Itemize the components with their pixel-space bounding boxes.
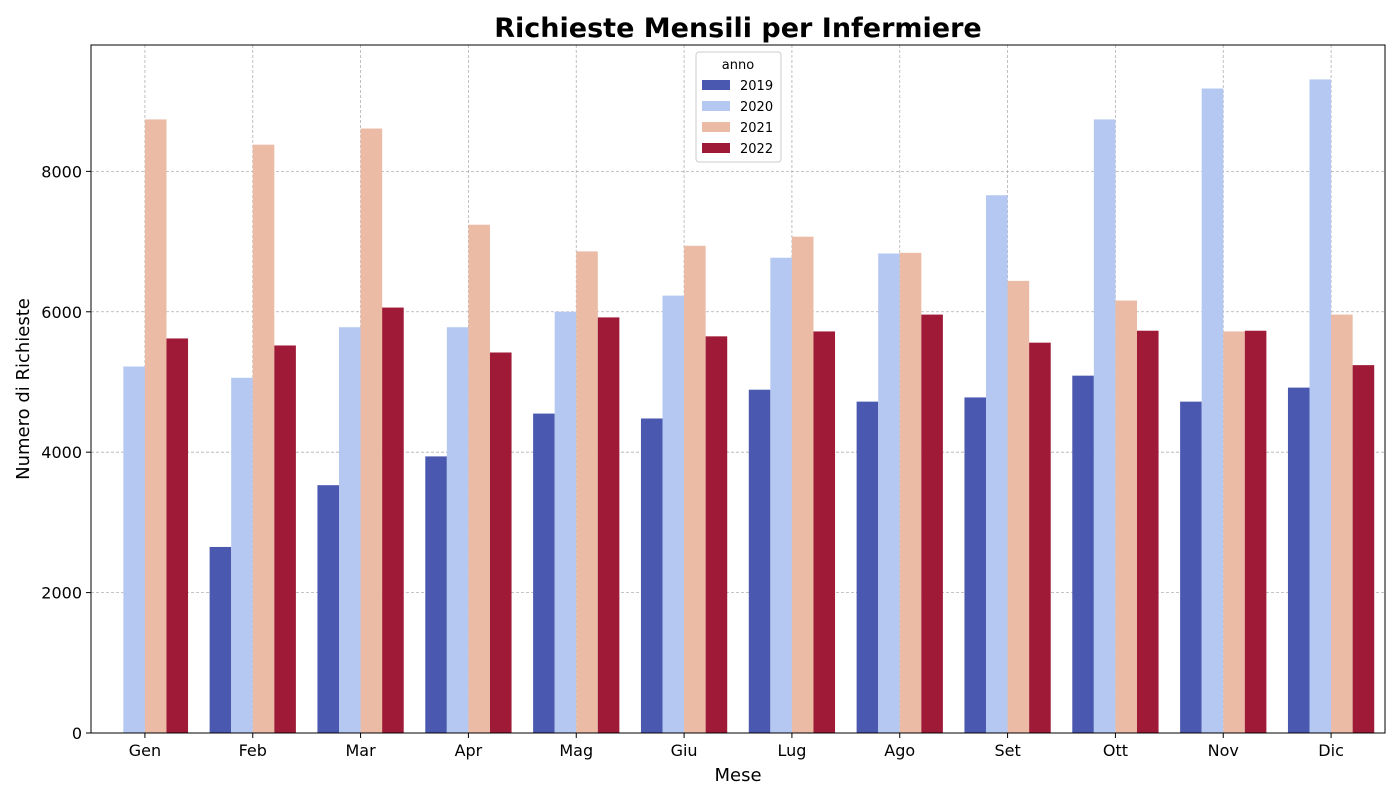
bar-2022-feb bbox=[274, 345, 296, 733]
legend-label-2019: 2019 bbox=[740, 79, 773, 94]
y-tick-label: 8000 bbox=[41, 162, 82, 181]
x-tick-label-ago: Ago bbox=[884, 741, 915, 760]
bar-2022-mar bbox=[382, 307, 404, 733]
bar-2022-ago bbox=[921, 314, 943, 733]
x-tick-label-gen: Gen bbox=[129, 741, 161, 760]
bar-2021-gen bbox=[144, 119, 167, 734]
legend: anno 2019 2020 2021 2022 bbox=[695, 51, 782, 163]
x-tick-label-nov: Nov bbox=[1208, 741, 1239, 760]
bar-2021-apr bbox=[468, 224, 490, 733]
bar-2020-ago bbox=[878, 253, 900, 734]
y-tick-label: 2000 bbox=[41, 584, 82, 603]
bar-2019-ott bbox=[1072, 375, 1094, 733]
bars bbox=[123, 79, 1375, 734]
bar-2020-dic bbox=[1309, 79, 1332, 733]
bar-2020-mag bbox=[554, 311, 577, 733]
bar-2022-dic bbox=[1352, 365, 1375, 733]
bar-2020-apr bbox=[446, 327, 469, 733]
bar-2022-nov bbox=[1244, 330, 1267, 733]
bar-2020-ott bbox=[1093, 119, 1116, 734]
bar-2019-lug bbox=[748, 389, 771, 733]
bar-2019-feb bbox=[209, 546, 232, 733]
x-tick-label-dic: Dic bbox=[1318, 741, 1344, 760]
chart-title: Richieste Mensili per Infermiere bbox=[494, 13, 982, 44]
bar-2020-lug bbox=[770, 257, 792, 733]
bar-2020-gen bbox=[123, 366, 145, 733]
y-tick-label: 0 bbox=[72, 724, 82, 743]
bar-2019-set bbox=[964, 397, 987, 733]
bar-2020-nov bbox=[1201, 88, 1224, 733]
x-tick-label-set: Set bbox=[994, 741, 1020, 760]
bar-2020-mar bbox=[339, 327, 361, 733]
bar-2022-gen bbox=[166, 338, 189, 733]
bar-2022-lug bbox=[813, 331, 836, 733]
legend-label-2020: 2020 bbox=[740, 100, 773, 115]
bar-2021-ott bbox=[1115, 300, 1137, 733]
bar-2019-mag bbox=[533, 413, 555, 733]
y-axis-label: Numero di Richieste bbox=[13, 298, 34, 480]
bar-2019-mar bbox=[317, 485, 340, 733]
x-tick-label-apr: Apr bbox=[455, 741, 483, 760]
bar-2019-ago bbox=[856, 401, 879, 733]
legend-swatch-2021 bbox=[702, 122, 730, 132]
bar-2021-giu bbox=[684, 245, 706, 733]
bar-2019-dic bbox=[1287, 387, 1310, 733]
x-axis-label: Mese bbox=[714, 765, 761, 786]
x-tick-label-mag: Mag bbox=[559, 741, 593, 760]
legend-swatch-2020 bbox=[702, 101, 730, 111]
bar-2021-set bbox=[1007, 280, 1030, 733]
bar-2020-giu bbox=[662, 295, 685, 733]
bar-2019-giu bbox=[640, 418, 663, 733]
legend-label-2022: 2022 bbox=[740, 142, 773, 157]
bar-2019-apr bbox=[425, 456, 447, 733]
bar-2020-set bbox=[986, 195, 1008, 733]
bar-2021-lug bbox=[791, 236, 814, 733]
axis-ticks: 0 2000 4000 6000 8000 Gen Feb Mar Apr Mag Giu Lug Ag… bbox=[41, 162, 1344, 760]
bar-2021-dic bbox=[1331, 314, 1353, 733]
bar-2020-feb bbox=[231, 377, 253, 733]
bar-2022-mag bbox=[597, 317, 620, 733]
bar-2021-ago bbox=[899, 252, 922, 733]
y-tick-label: 4000 bbox=[41, 443, 82, 462]
bar-2021-nov bbox=[1223, 331, 1245, 733]
x-tick-label-ott: Ott bbox=[1103, 741, 1128, 760]
x-tick-label-giu: Giu bbox=[671, 741, 698, 760]
bar-2021-mag bbox=[576, 251, 598, 733]
x-tick-label-feb: Feb bbox=[239, 741, 267, 760]
plot-frame bbox=[90, 44, 1386, 734]
x-tick-label-mar: Mar bbox=[345, 741, 376, 760]
legend-label-2021: 2021 bbox=[740, 121, 773, 136]
bar-2021-mar bbox=[360, 128, 383, 734]
legend-title: anno bbox=[722, 58, 754, 73]
legend-swatch-2022 bbox=[702, 143, 730, 153]
legend-box bbox=[695, 51, 782, 163]
legend-swatch-2019 bbox=[702, 80, 730, 90]
bar-2021-feb bbox=[252, 144, 275, 733]
bar-2022-set bbox=[1029, 342, 1051, 733]
bar-2019-nov bbox=[1180, 401, 1202, 733]
x-tick-label-lug: Lug bbox=[777, 741, 806, 760]
bar-2022-apr bbox=[489, 352, 512, 733]
bar-2022-ott bbox=[1136, 330, 1159, 733]
y-tick-label: 6000 bbox=[41, 303, 82, 322]
bar-2022-giu bbox=[705, 336, 728, 733]
